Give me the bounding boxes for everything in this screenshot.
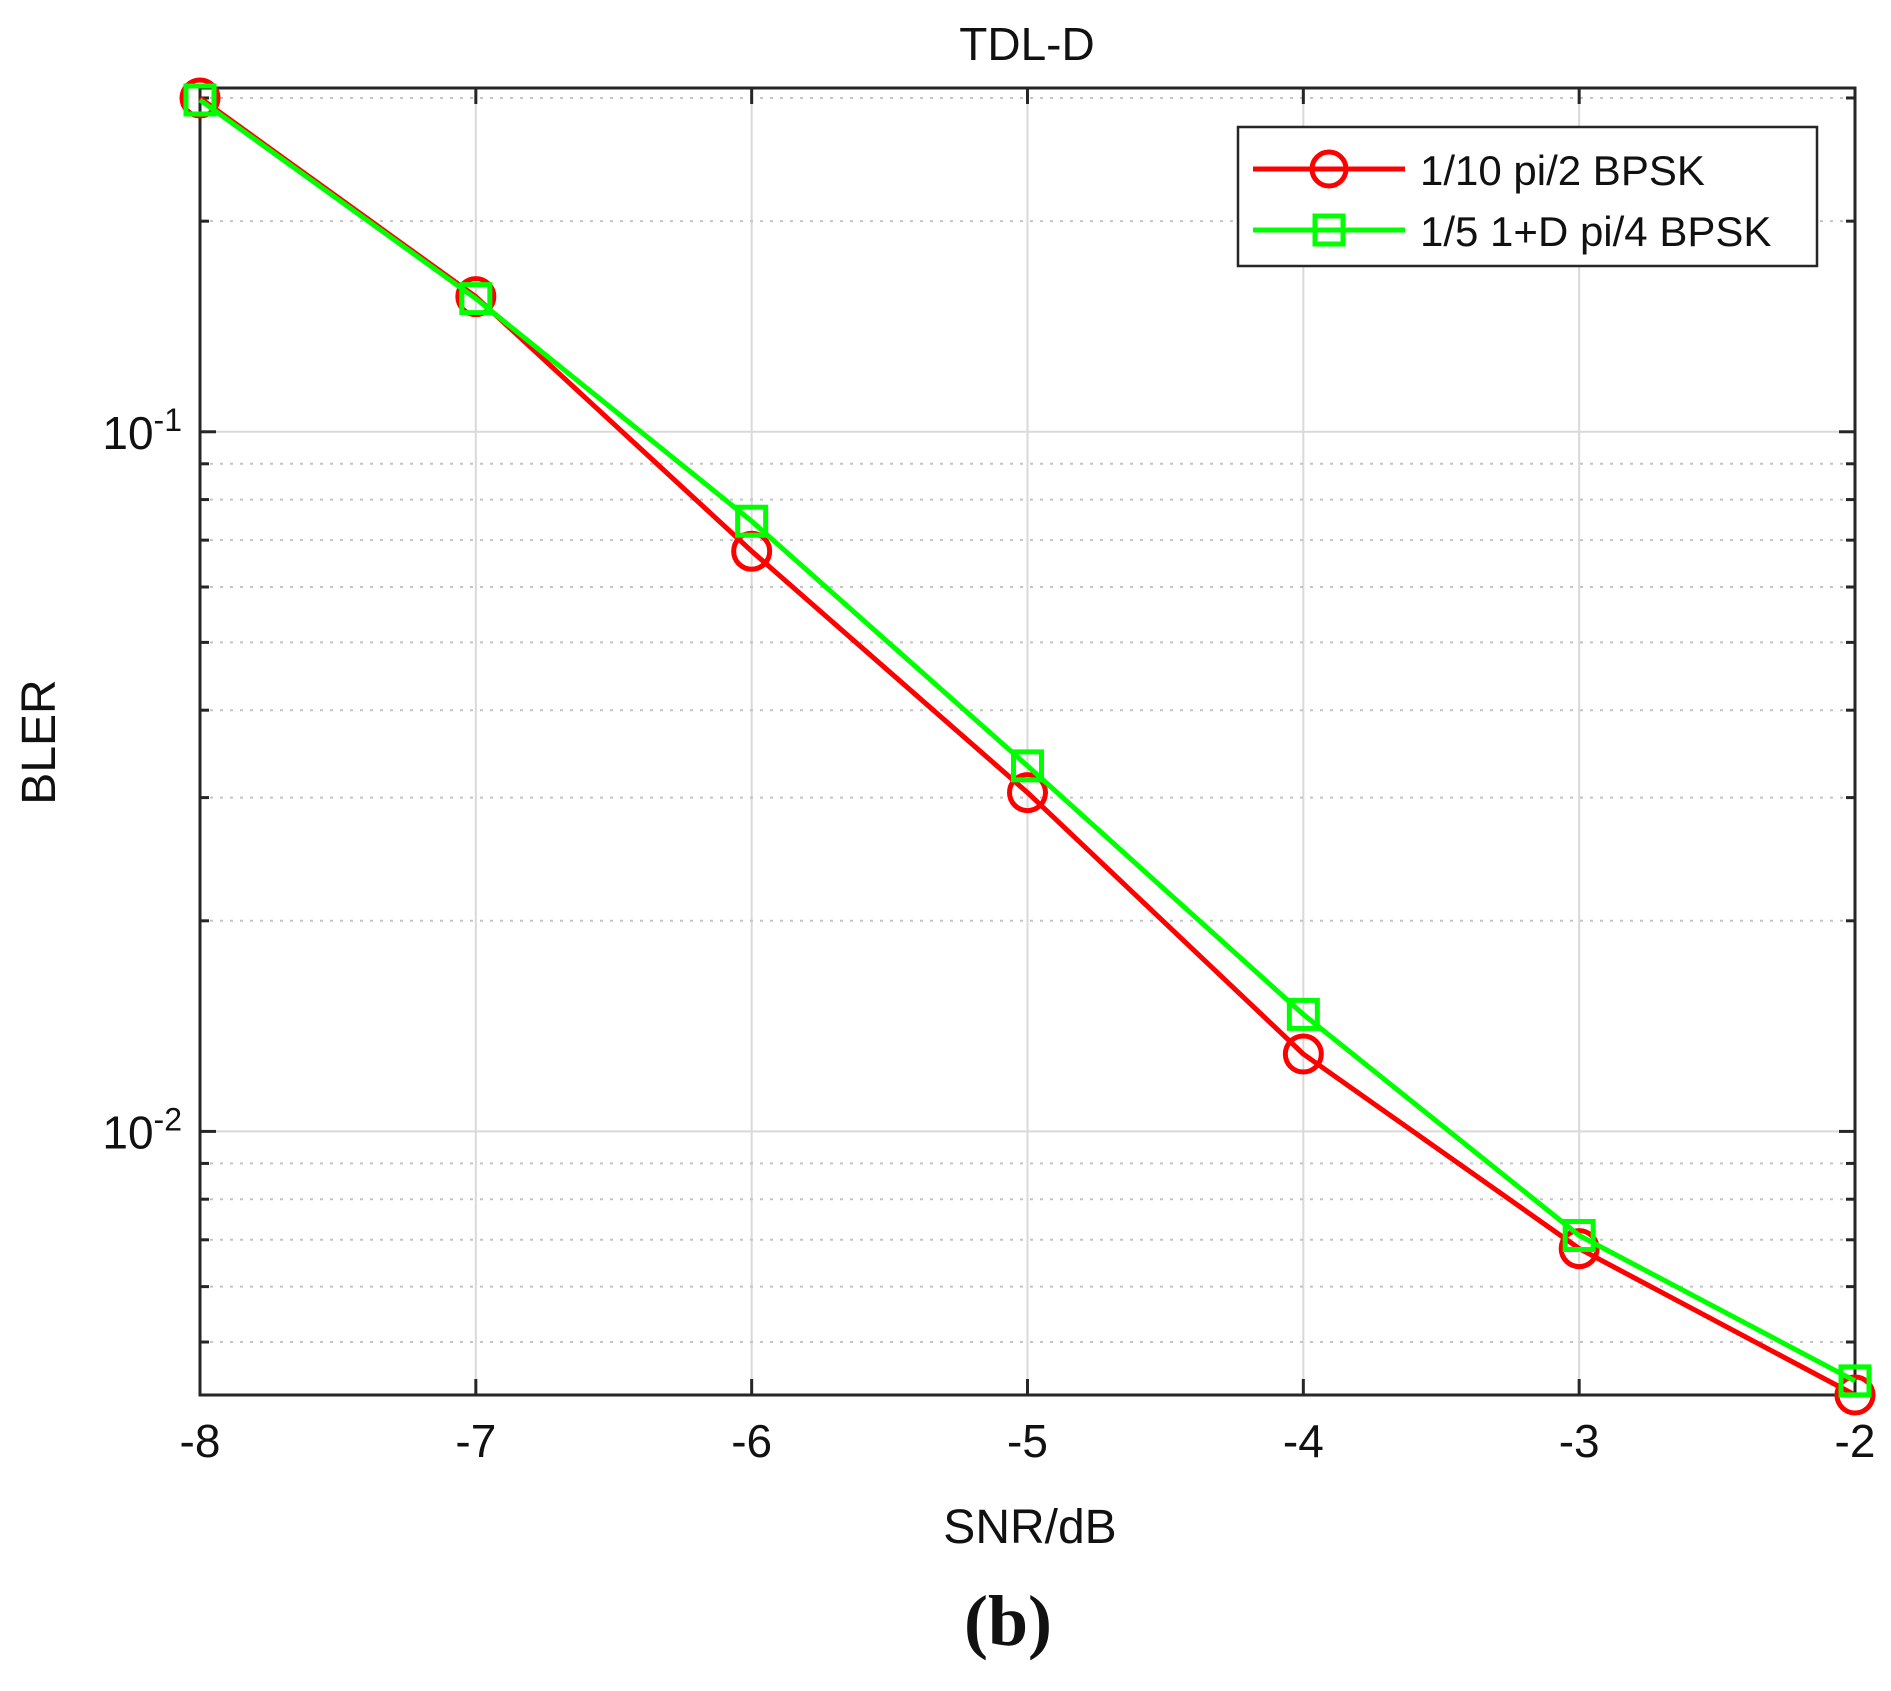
chart-title: TDL-D [959,18,1094,70]
series-2-point [1838,1364,1872,1398]
x-tick-label: -2 [1835,1415,1876,1467]
x-tick-label: -6 [731,1415,772,1467]
x-tick-label: -8 [180,1415,221,1467]
y-tick-label: 10-2 [102,1101,182,1158]
series-2-point [183,83,217,117]
series-2-point [459,282,493,316]
legend-label-series-2: 1/5 1+D pi/4 BPSK [1420,208,1771,255]
tick-labels: -8 -7 -6 -5 -4 -3 -2 10-1 10-2 [102,402,1875,1467]
series-layer [179,77,1876,1416]
series-2-point [1562,1218,1596,1252]
x-axis-label: SNR/dB [943,1501,1116,1554]
axis-ticks [198,88,1857,1395]
series-2-point [1011,749,1044,783]
y-tick-label: 10-1 [102,402,182,459]
legend: 1/10 pi/2 BPSK 1/5 1+D pi/4 BPSK [1236,125,1819,268]
series-2-point [1286,997,1320,1031]
legend-marker-series-2 [1312,213,1346,247]
series-1-point [1007,772,1048,814]
x-tick-label: -4 [1283,1415,1324,1467]
series-1-point [1282,1033,1324,1075]
y-axis-label: BLER [13,679,66,804]
series-2-point [735,504,769,538]
x-tick-label: -7 [455,1415,496,1467]
x-tick-label: -5 [1007,1415,1048,1467]
legend-label-series-1: 1/10 pi/2 BPSK [1420,147,1705,194]
series-1-point [1558,1228,1600,1270]
legend-marker-series-1 [1309,149,1349,189]
x-tick-label: -3 [1559,1415,1600,1467]
series-2-line [198,97,1857,1384]
series-1-point [1834,1374,1876,1416]
figure-caption: (b) [964,1581,1052,1661]
